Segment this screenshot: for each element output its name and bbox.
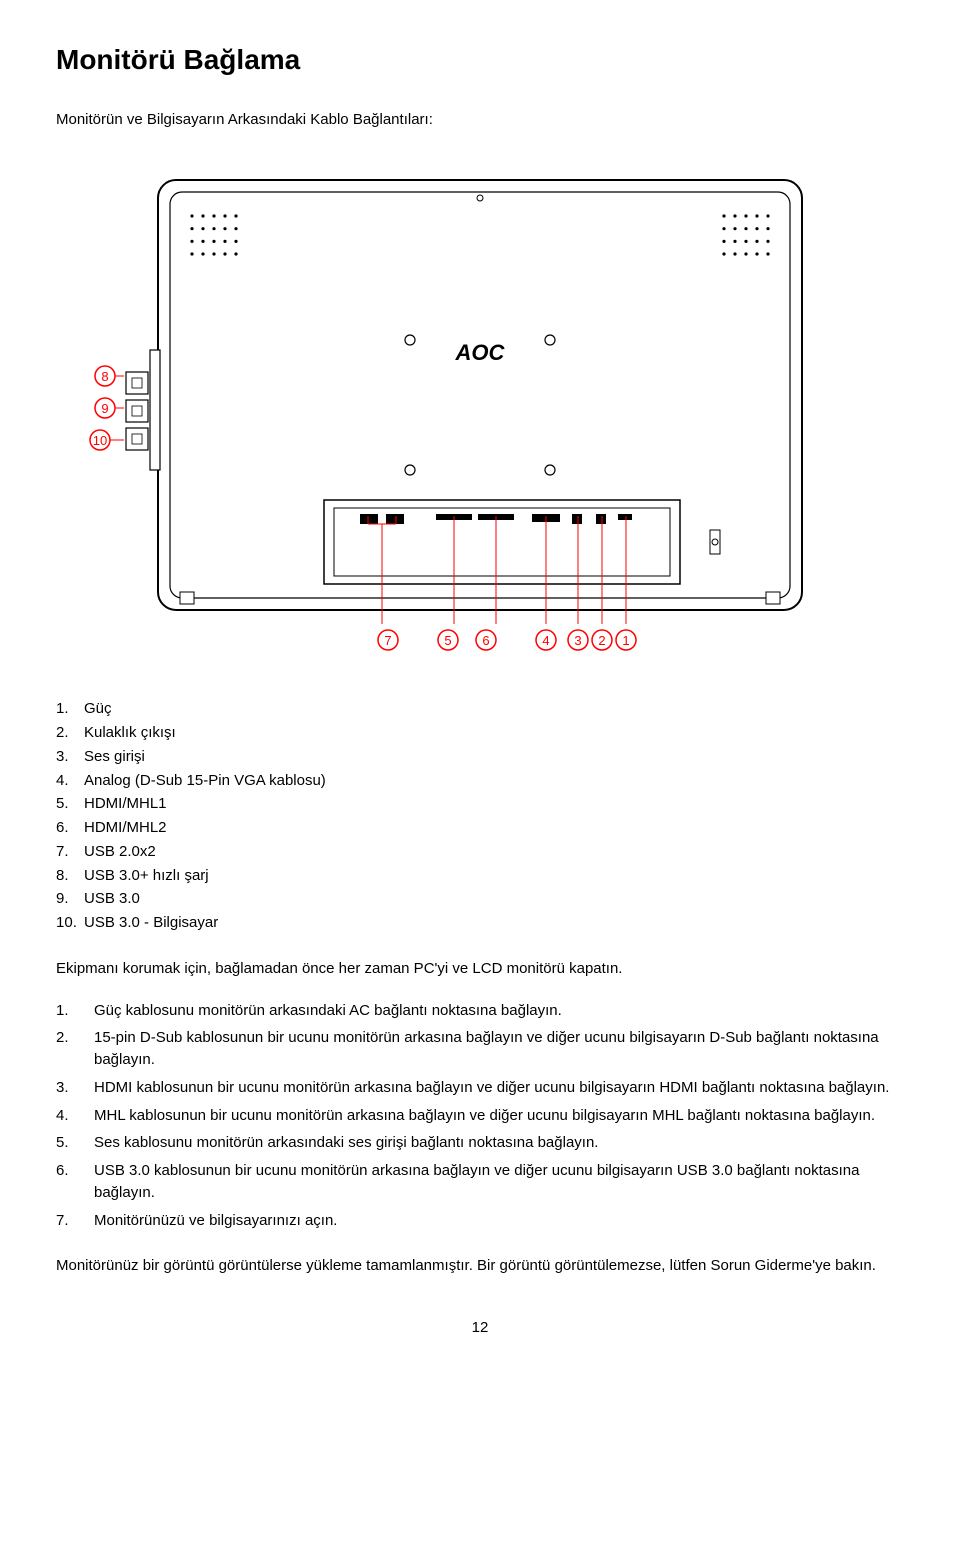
svg-text:7: 7: [384, 633, 391, 648]
port-item: Kulaklık çıkışı: [56, 722, 904, 744]
port-item: USB 3.0 - Bilgisayar: [56, 912, 904, 934]
step-item: HDMI kablosunun bir ucunu monitörün arka…: [56, 1077, 904, 1099]
step-item: USB 3.0 kablosunun bir ucunu monitörün a…: [56, 1160, 904, 1204]
step-item: Monitörünüzü ve bilgisayarınızı açın.: [56, 1210, 904, 1232]
step-item: 15-pin D-Sub kablosunun bir ucunu monitö…: [56, 1027, 904, 1071]
port-item: Güç: [56, 698, 904, 720]
closing-note: Monitörünüz bir görüntü görüntülerse yük…: [56, 1255, 904, 1277]
port-item: USB 3.0+ hızlı şarj: [56, 865, 904, 887]
step-item: MHL kablosunun bir ucunu monitörün arkas…: [56, 1105, 904, 1127]
port-item: Analog (D-Sub 15-Pin VGA kablosu): [56, 770, 904, 792]
steps-list: Güç kablosunu monitörün arkasındaki AC b…: [56, 1000, 904, 1232]
svg-text:10: 10: [93, 433, 107, 448]
svg-text:AOC: AOC: [455, 340, 506, 365]
step-item: Güç kablosunu monitörün arkasındaki AC b…: [56, 1000, 904, 1022]
port-item: Ses girişi: [56, 746, 904, 768]
step-item: Ses kablosunu monitörün arkasındaki ses …: [56, 1132, 904, 1154]
protection-note: Ekipmanı korumak için, bağlamadan önce h…: [56, 958, 904, 980]
svg-text:4: 4: [542, 633, 549, 648]
svg-text:5: 5: [444, 633, 451, 648]
monitor-diagram: AOC 8 9 10 7 5 6 4 3 2 1: [56, 150, 904, 670]
port-item: USB 2.0x2: [56, 841, 904, 863]
svg-text:9: 9: [101, 401, 108, 416]
svg-text:1: 1: [622, 633, 629, 648]
subtitle: Monitörün ve Bilgisayarın Arkasındaki Ka…: [56, 109, 904, 131]
page-number: 12: [56, 1317, 904, 1339]
svg-text:6: 6: [482, 633, 489, 648]
port-item: HDMI/MHL1: [56, 793, 904, 815]
page-heading: Monitörü Bağlama: [56, 40, 904, 81]
svg-text:2: 2: [598, 633, 605, 648]
port-item: USB 3.0: [56, 888, 904, 910]
svg-text:8: 8: [101, 369, 108, 384]
ports-list: GüçKulaklık çıkışıSes girişiAnalog (D-Su…: [56, 698, 904, 934]
svg-text:3: 3: [574, 633, 581, 648]
port-item: HDMI/MHL2: [56, 817, 904, 839]
